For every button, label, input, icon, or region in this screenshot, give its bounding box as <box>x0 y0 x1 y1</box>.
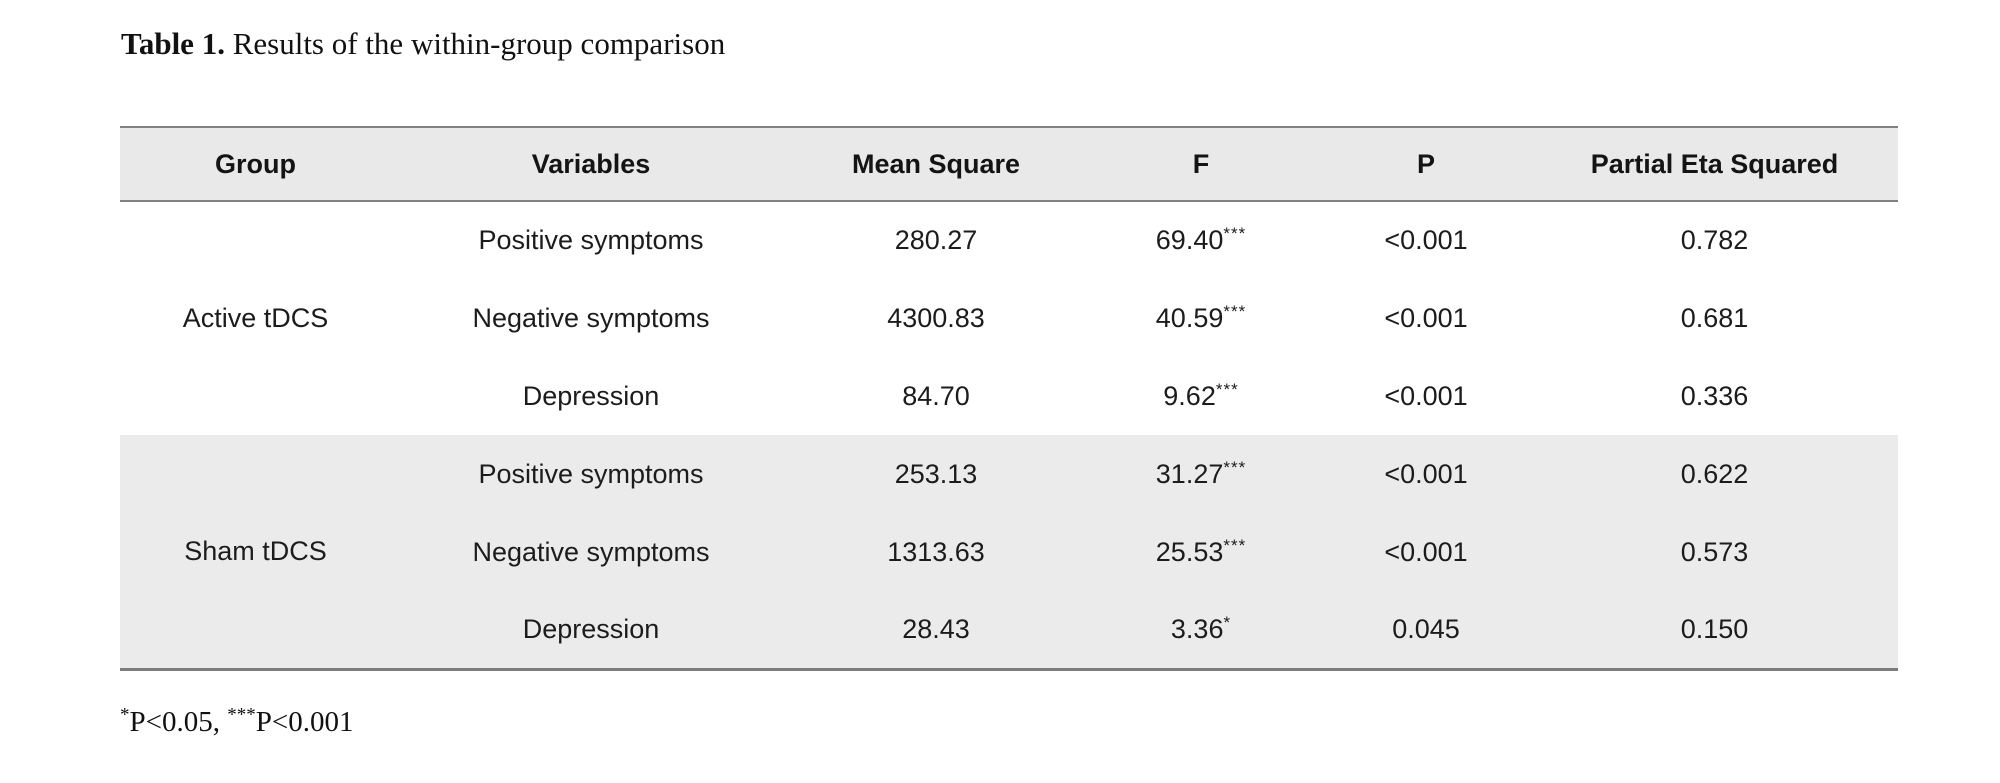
eta-cell: 0.150 <box>1531 591 1898 669</box>
f-value: 25.53 <box>1155 536 1224 567</box>
f-cell: 25.53*** <box>1081 513 1321 591</box>
f-value: 3.36 <box>1170 613 1224 644</box>
table-row: Depression 84.70 9.62*** <0.001 0.336 <box>120 357 1898 435</box>
column-header-p: P <box>1321 127 1531 202</box>
variable-cell: Positive symptoms <box>478 225 704 255</box>
eta-cell: 0.573 <box>1531 513 1898 591</box>
f-cell: 40.59*** <box>1081 279 1321 357</box>
f-value: 69.40 <box>1155 225 1224 255</box>
column-header-f: F <box>1081 127 1321 202</box>
table-title: Table 1. Results of the within-group com… <box>121 26 725 62</box>
footnote-star-triple: *** <box>227 704 256 726</box>
group-label-sham-tdcs: Sham tDCS <box>120 435 391 669</box>
f-cell: 31.27*** <box>1081 435 1321 513</box>
table-row: Negative symptoms 1313.63 25.53*** <0.00… <box>120 513 1898 591</box>
variable-cell: Negative symptoms <box>472 302 710 333</box>
table-row: Active tDCS Positive symptoms 280.27 69.… <box>120 201 1898 333</box>
column-header-mean-square: Mean Square <box>791 127 1081 202</box>
f-value: 40.59 <box>1155 302 1224 333</box>
table-title-text: Results of the within-group comparison <box>232 26 726 61</box>
significance-stars: *** <box>1223 301 1247 321</box>
f-cell: 3.36* <box>1081 591 1321 669</box>
f-cell: 9.62*** <box>1081 357 1321 435</box>
results-table: Group Variables Mean Square F P Partial … <box>120 126 1898 671</box>
footnote-star-single: * <box>120 704 130 726</box>
column-header-partial-eta-squared: Partial Eta Squared <box>1531 127 1898 202</box>
f-value: 31.27 <box>1155 458 1224 489</box>
significance-stars: *** <box>1215 379 1239 399</box>
p-cell: <0.001 <box>1384 380 1468 411</box>
eta-cell: 0.681 <box>1680 302 1749 333</box>
variable-cell: Negative symptoms <box>391 513 791 591</box>
significance-stars: *** <box>1223 535 1247 555</box>
eta-cell: 0.336 <box>1680 380 1749 411</box>
f-value: 9.62 <box>1163 380 1216 411</box>
mean-square-cell: 280.27 <box>894 225 978 255</box>
variable-cell: Depression <box>391 591 791 669</box>
column-header-variables: Variables <box>391 127 791 202</box>
variable-cell: Positive symptoms <box>391 435 791 513</box>
footnote-text-2: P<0.001 <box>255 706 354 738</box>
f-cell: 69.40*** <box>1081 201 1321 279</box>
p-cell: 0.045 <box>1321 591 1531 669</box>
mean-square-cell: 4300.83 <box>887 302 985 333</box>
significance-stars: *** <box>1223 457 1247 477</box>
column-header-group: Group <box>120 127 391 202</box>
table-row: Negative symptoms 4300.83 40.59*** <0.00… <box>120 279 1898 357</box>
p-cell: <0.001 <box>1321 435 1531 513</box>
group-label-active-tdcs: Active tDCS <box>182 303 329 333</box>
table-row: Depression 28.43 3.36* 0.045 0.150 <box>120 591 1898 669</box>
table-row: Sham tDCS Positive symptoms 253.13 31.27… <box>120 435 1898 669</box>
variable-cell: Depression <box>522 380 660 411</box>
table-footnote: *P<0.05, ***P<0.001 <box>120 704 354 739</box>
table-header-row: Group Variables Mean Square F P Partial … <box>120 127 1898 202</box>
table-number-label: Table 1. <box>121 26 225 61</box>
mean-square-cell: 28.43 <box>791 591 1081 669</box>
significance-stars: *** <box>1223 224 1247 243</box>
eta-cell: 0.622 <box>1531 435 1898 513</box>
significance-stars: * <box>1223 612 1232 632</box>
footnote-text-1: P<0.05, <box>129 706 228 738</box>
p-cell: <0.001 <box>1321 513 1531 591</box>
p-cell: <0.001 <box>1384 302 1468 333</box>
eta-cell: 0.782 <box>1680 225 1749 255</box>
mean-square-cell: 1313.63 <box>791 513 1081 591</box>
p-cell: <0.001 <box>1384 225 1468 255</box>
mean-square-cell: 253.13 <box>791 435 1081 513</box>
mean-square-cell: 84.70 <box>902 380 970 411</box>
